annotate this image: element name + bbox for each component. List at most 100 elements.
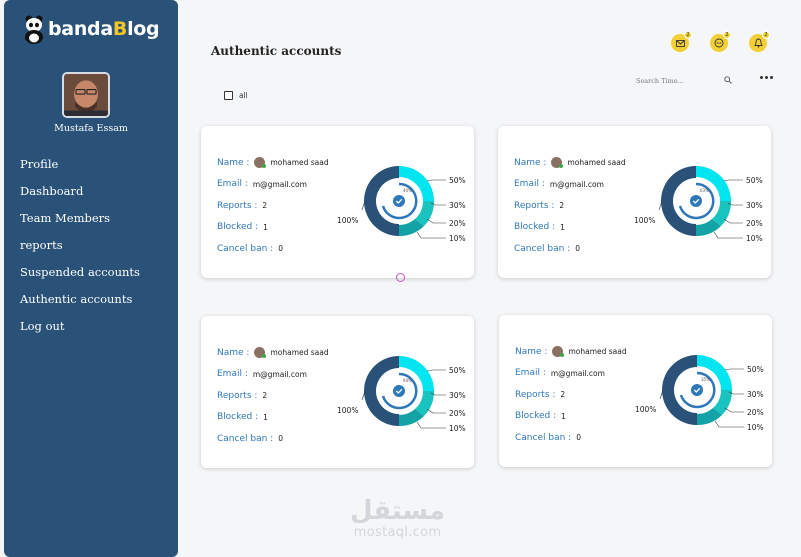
verified-badge-icon <box>690 195 702 207</box>
account-card[interactable]: Name : mohamed saad Email : m@gmail.com Re… <box>201 126 474 278</box>
chat-button[interactable]: 2 <box>710 31 731 52</box>
sidebar-item-team-members[interactable]: Team Members <box>20 211 111 225</box>
account-stats-chart: 35% 100% 50% 30% 20% 10% <box>635 355 764 432</box>
sidebar-item-log-out[interactable]: Log out <box>20 319 65 333</box>
page-title: Authentic accounts <box>211 44 342 58</box>
name-label: Name : <box>514 157 547 168</box>
brand-logo[interactable]: bandaBlog <box>24 14 160 44</box>
verified-badge-icon <box>393 195 405 207</box>
chart-label-20: 20% <box>449 409 466 418</box>
chart-leader-line <box>658 200 663 211</box>
sidebar-item-reports[interactable]: reports <box>20 238 63 252</box>
cancel-ban-label: Cancel ban : <box>217 433 274 444</box>
brand-name: bandaBlog <box>48 18 160 40</box>
reports-count: 2 <box>262 391 268 401</box>
name-label: Name : <box>217 157 250 168</box>
chart-ring-teal-dark <box>697 408 722 426</box>
more-options-button[interactable] <box>760 76 773 79</box>
chart-ring-teal <box>415 391 435 416</box>
chart-label-50: 50% <box>449 176 466 185</box>
blocked-label: Blocked : <box>515 411 557 422</box>
select-all-checkbox[interactable] <box>224 91 233 100</box>
cancel-ban-label: Cancel ban : <box>217 243 274 254</box>
name-label: Name : <box>217 347 250 358</box>
account-name: mohamed saad <box>270 348 329 358</box>
more-dot-icon <box>760 76 763 79</box>
account-avatar <box>254 347 267 359</box>
user-avatar[interactable] <box>62 72 110 118</box>
chart-label-100: 100% <box>337 406 358 415</box>
chart-ring-teal-dark <box>399 219 424 237</box>
account-info: Name : mohamed saad Email : m@gmail.com Re… <box>515 341 627 449</box>
mail-icon <box>675 39 685 47</box>
chart-ring-cyan <box>696 166 731 201</box>
account-email: m@gmail.com <box>252 369 307 379</box>
chart-label-30: 30% <box>449 201 466 210</box>
chart-label-50: 50% <box>747 365 764 374</box>
reports-label: Reports : <box>514 200 555 211</box>
blocked-label: Blocked : <box>217 222 259 233</box>
chart-ring-teal <box>713 390 733 415</box>
chart-label-100: 100% <box>635 405 656 414</box>
sidebar-item-suspended-accounts[interactable]: Suspended accounts <box>20 265 140 279</box>
account-stats-chart: 94% 100% 50% 30% 20% 10% <box>337 356 466 433</box>
email-label: Email : <box>217 179 248 190</box>
sidebar-item-authentic-accounts[interactable]: Authentic accounts <box>20 292 133 306</box>
chart-leader-line <box>659 389 664 400</box>
watermark-arabic: مستقل <box>350 496 446 526</box>
name-label: Name : <box>515 346 548 357</box>
chart-leader-line <box>426 369 446 372</box>
chart-ring-left <box>662 355 697 425</box>
sidebar-item-dashboard[interactable]: Dashboard <box>20 184 84 198</box>
search-input[interactable]: Search Time... <box>636 74 736 88</box>
chart-leader-line <box>416 231 446 239</box>
chart-label-10: 10% <box>746 234 763 243</box>
cancel-ban-label: Cancel ban : <box>515 432 572 443</box>
chart-leader-line <box>426 179 446 182</box>
chart-leader-line <box>724 407 744 413</box>
account-info: Name : mohamed saad Email : m@gmail.com Re… <box>217 342 329 450</box>
blocked-count: 1 <box>561 411 566 421</box>
reports-label: Reports : <box>515 389 556 400</box>
chart-leader-line <box>416 421 446 429</box>
cancel-ban-count: 0 <box>278 434 283 444</box>
account-card[interactable]: Name : mohamed saad Email : m@gmail.com Re… <box>201 316 474 468</box>
account-card[interactable]: Name : mohamed saad Email : m@gmail.com Re… <box>498 126 771 278</box>
chart-ring-teal <box>415 201 435 226</box>
bell-icon <box>753 38 763 48</box>
watermark: مستقل mostaql.com <box>350 497 445 540</box>
cancel-ban-label: Cancel ban : <box>514 243 571 254</box>
mail-button[interactable]: 2 <box>671 31 692 52</box>
verified-badge-icon <box>393 385 405 397</box>
chart-leader-line <box>728 391 744 395</box>
chart-ring-left <box>661 166 696 236</box>
cancel-ban-count: 0 <box>576 433 581 443</box>
account-info: Name : mohamed saad Email : m@gmail.com Re… <box>217 152 329 260</box>
search-icon[interactable] <box>724 76 732 84</box>
reports-label: Reports : <box>217 200 258 211</box>
panda-logo-icon <box>25 15 43 44</box>
chart-ring-left <box>364 356 399 426</box>
chart-leader-line <box>727 202 743 206</box>
chart-label-30: 30% <box>747 390 764 399</box>
email-label: Email : <box>217 369 248 380</box>
account-card[interactable]: Name : mohamed saad Email : m@gmail.com Re… <box>499 315 772 467</box>
email-label: Email : <box>515 368 546 379</box>
chat-icon <box>714 38 724 48</box>
reports-count: 2 <box>262 201 268 211</box>
blocked-count: 1 <box>263 412 268 422</box>
chart-label-100: 100% <box>634 216 655 225</box>
account-email: m@gmail.com <box>549 179 604 189</box>
account-info: Name : mohamed saad Email : m@gmail.com Re… <box>514 152 626 260</box>
sidebar-nav: Profile Dashboard Team Members reports S… <box>20 156 140 345</box>
account-stats-chart: 40% 100% 50% 30% 20% 10% <box>337 166 466 243</box>
verified-check-icon <box>395 388 403 394</box>
notifications-button[interactable]: 2 <box>749 31 770 52</box>
sidebar-item-profile[interactable]: Profile <box>20 157 59 171</box>
account-email: m@gmail.com <box>252 179 307 189</box>
chart-label-30: 30% <box>449 391 466 400</box>
verified-check-icon <box>693 387 701 393</box>
chart-label-20: 20% <box>747 408 764 417</box>
chart-center-label: 94% <box>403 378 412 383</box>
select-all-toggle[interactable]: all <box>224 91 248 100</box>
